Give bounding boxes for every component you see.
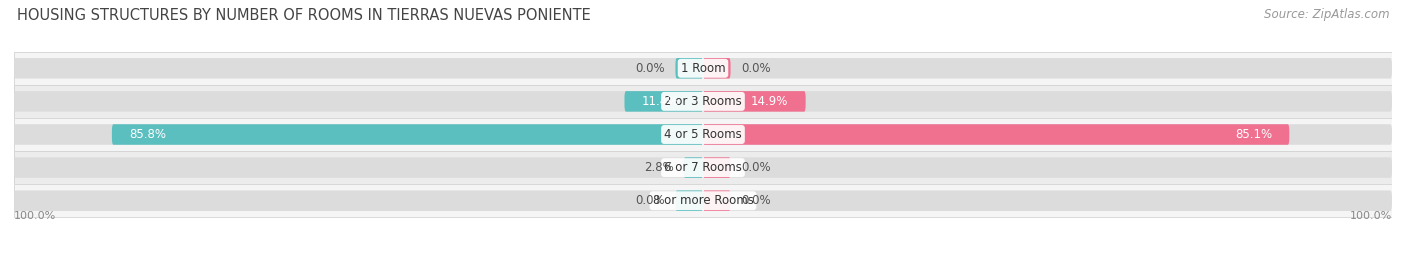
Text: 0.0%: 0.0%: [741, 161, 770, 174]
FancyBboxPatch shape: [703, 190, 1392, 211]
FancyBboxPatch shape: [624, 91, 703, 112]
FancyBboxPatch shape: [703, 58, 1392, 79]
FancyBboxPatch shape: [112, 124, 703, 145]
FancyBboxPatch shape: [703, 91, 806, 112]
Bar: [14, 85, 1392, 118]
Text: 14.9%: 14.9%: [751, 95, 789, 108]
FancyBboxPatch shape: [14, 58, 703, 79]
Text: 100.0%: 100.0%: [14, 211, 56, 221]
Text: 2.8%: 2.8%: [644, 161, 673, 174]
FancyBboxPatch shape: [675, 58, 703, 79]
Text: 100.0%: 100.0%: [1350, 211, 1392, 221]
FancyBboxPatch shape: [14, 190, 703, 211]
Text: HOUSING STRUCTURES BY NUMBER OF ROOMS IN TIERRAS NUEVAS PONIENTE: HOUSING STRUCTURES BY NUMBER OF ROOMS IN…: [17, 8, 591, 23]
FancyBboxPatch shape: [703, 124, 1392, 145]
Text: 8 or more Rooms: 8 or more Rooms: [652, 194, 754, 207]
Text: 0.0%: 0.0%: [636, 194, 665, 207]
Text: 0.0%: 0.0%: [741, 194, 770, 207]
FancyBboxPatch shape: [703, 157, 731, 178]
Bar: [14, 184, 1392, 217]
FancyBboxPatch shape: [703, 124, 1289, 145]
Bar: [14, 184, 1392, 217]
FancyBboxPatch shape: [14, 124, 703, 145]
Bar: [14, 118, 1392, 151]
Text: 0.0%: 0.0%: [741, 62, 770, 75]
Bar: [14, 52, 1392, 85]
FancyBboxPatch shape: [703, 58, 731, 79]
Text: Source: ZipAtlas.com: Source: ZipAtlas.com: [1264, 8, 1389, 21]
Text: 1 Room: 1 Room: [681, 62, 725, 75]
FancyBboxPatch shape: [14, 91, 703, 112]
Text: 85.1%: 85.1%: [1234, 128, 1272, 141]
Text: 11.4%: 11.4%: [641, 95, 679, 108]
Bar: [14, 52, 1392, 85]
Bar: [14, 118, 1392, 151]
Text: 0.0%: 0.0%: [636, 62, 665, 75]
FancyBboxPatch shape: [703, 190, 731, 211]
FancyBboxPatch shape: [14, 157, 703, 178]
FancyBboxPatch shape: [703, 91, 1392, 112]
Text: 2 or 3 Rooms: 2 or 3 Rooms: [664, 95, 742, 108]
Bar: [14, 151, 1392, 184]
Text: 6 or 7 Rooms: 6 or 7 Rooms: [664, 161, 742, 174]
Bar: [14, 151, 1392, 184]
FancyBboxPatch shape: [675, 190, 703, 211]
FancyBboxPatch shape: [703, 157, 1392, 178]
Bar: [14, 85, 1392, 118]
Text: 4 or 5 Rooms: 4 or 5 Rooms: [664, 128, 742, 141]
FancyBboxPatch shape: [683, 157, 703, 178]
Text: 85.8%: 85.8%: [129, 128, 166, 141]
